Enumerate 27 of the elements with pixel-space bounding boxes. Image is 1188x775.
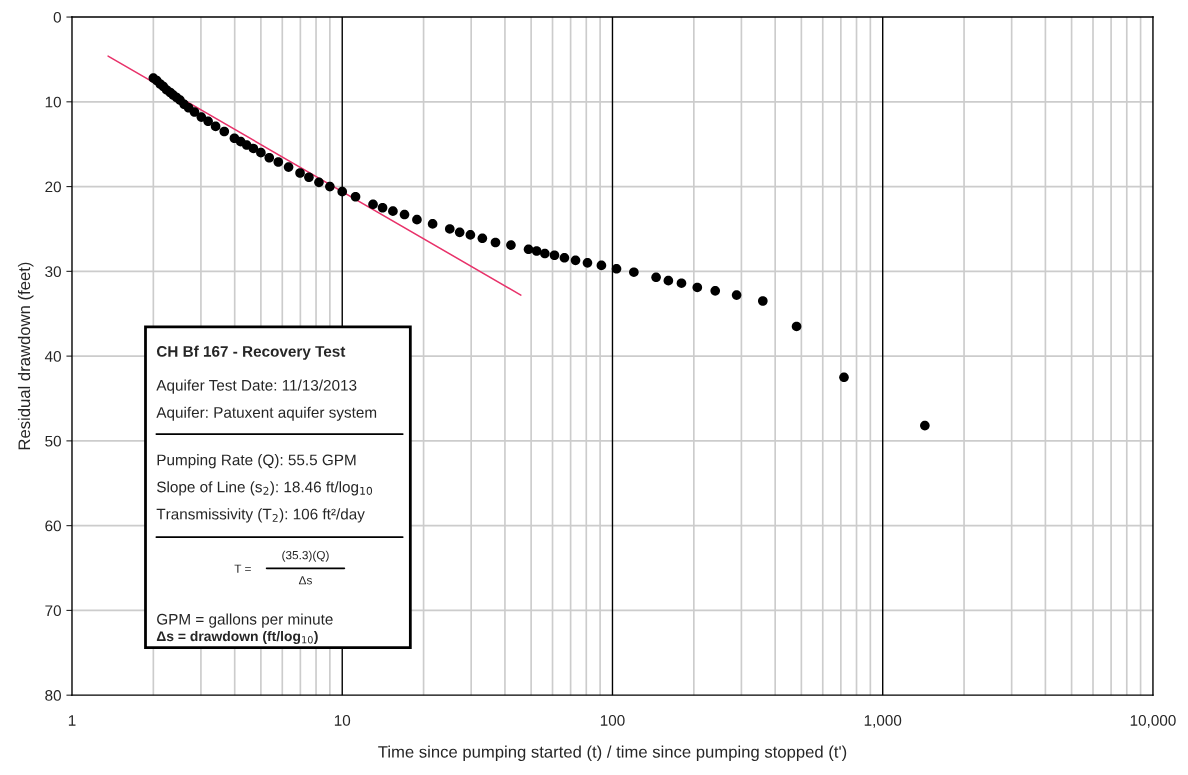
annotation: Δs = drawdown (ft/log$_{10}$) <box>156 630 318 644</box>
y-tick-label: 70 <box>45 605 61 617</box>
x-tick-label: 10,000 <box>1130 715 1176 728</box>
annotation: GPM = gallons per minute <box>157 613 333 628</box>
y-tick-label: 10 <box>45 96 61 108</box>
y-tick-label: 20 <box>45 181 61 193</box>
y-tick-label: 0 <box>53 11 61 23</box>
y-tick-label: 60 <box>45 520 61 532</box>
annotation: Transmissivity (T$_{2}$): 106 ft²/day <box>156 508 365 523</box>
y-tick-label: 50 <box>45 435 61 447</box>
y-tick-label: 80 <box>45 690 61 701</box>
annotation: Pumping Rate (Q): 55.5 GPM <box>157 454 356 469</box>
annotation: CH Bf 167 - Recovery Test <box>156 345 346 360</box>
x-tick-label: 100 <box>600 715 625 726</box>
annotation: Slope of Line (s$_{2}$): 18.46 ft/log$_{10}$ <box>157 481 373 496</box>
x-tick-label: 10 <box>334 715 351 726</box>
annotation: (35.3)(Q) <box>282 550 329 562</box>
annotation: Aquifer: Patuxent aquifer system <box>156 406 377 421</box>
x-tick-label: 1 <box>68 715 76 726</box>
x-tick-label: 1,000 <box>864 715 902 728</box>
annotation: T = <box>234 564 251 573</box>
y-tick-label: 40 <box>44 350 61 362</box>
annotation: Δs <box>298 576 312 585</box>
y-tick-label: 30 <box>45 266 61 278</box>
annotation: Aquifer Test Date: 11/13/2013 <box>156 379 357 394</box>
x-axis-title: Time since pumping started (t) / time since pumping stopped (t') <box>378 745 847 762</box>
y-axis-title: Residual drawdown (feet) <box>17 262 34 450</box>
